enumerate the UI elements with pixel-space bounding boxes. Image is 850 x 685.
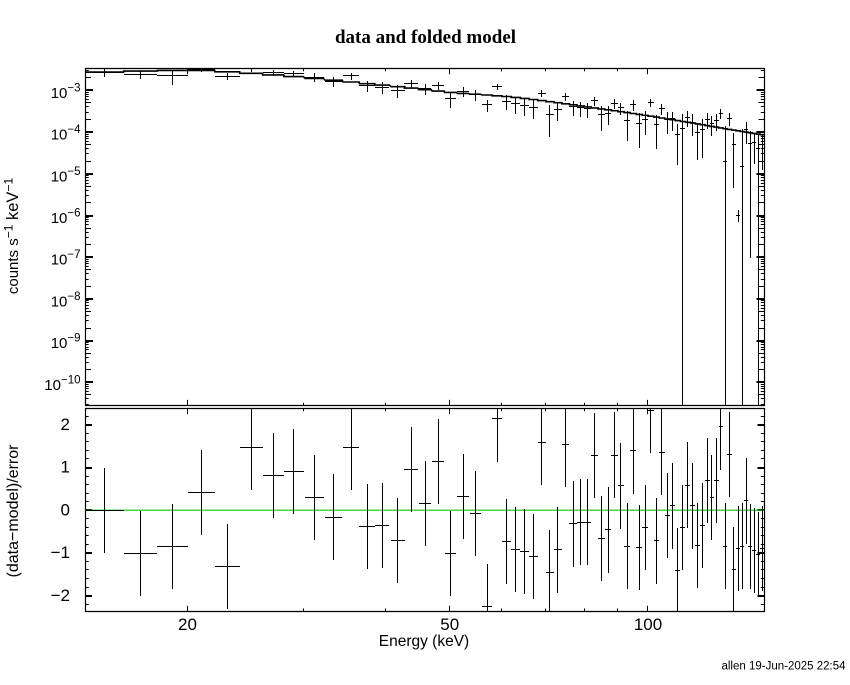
svg-text:1: 1 <box>61 458 70 477</box>
svg-text:(data−model)/error: (data−model)/error <box>5 444 22 578</box>
svg-text:Energy (keV): Energy (keV) <box>379 633 469 650</box>
svg-text:2: 2 <box>61 415 70 434</box>
svg-text:100: 100 <box>634 615 662 634</box>
svg-text:50: 50 <box>440 615 459 634</box>
svg-text:allen 19-Jun-2025 22:54: allen 19-Jun-2025 22:54 <box>721 661 846 673</box>
svg-text:data and folded model: data and folded model <box>335 27 516 48</box>
svg-text:20: 20 <box>178 615 197 634</box>
svg-text:−1: −1 <box>51 543 70 562</box>
svg-text:0: 0 <box>61 500 70 519</box>
svg-text:counts s−1 keV−1: counts s−1 keV−1 <box>2 178 23 295</box>
svg-text:−2: −2 <box>51 586 70 605</box>
